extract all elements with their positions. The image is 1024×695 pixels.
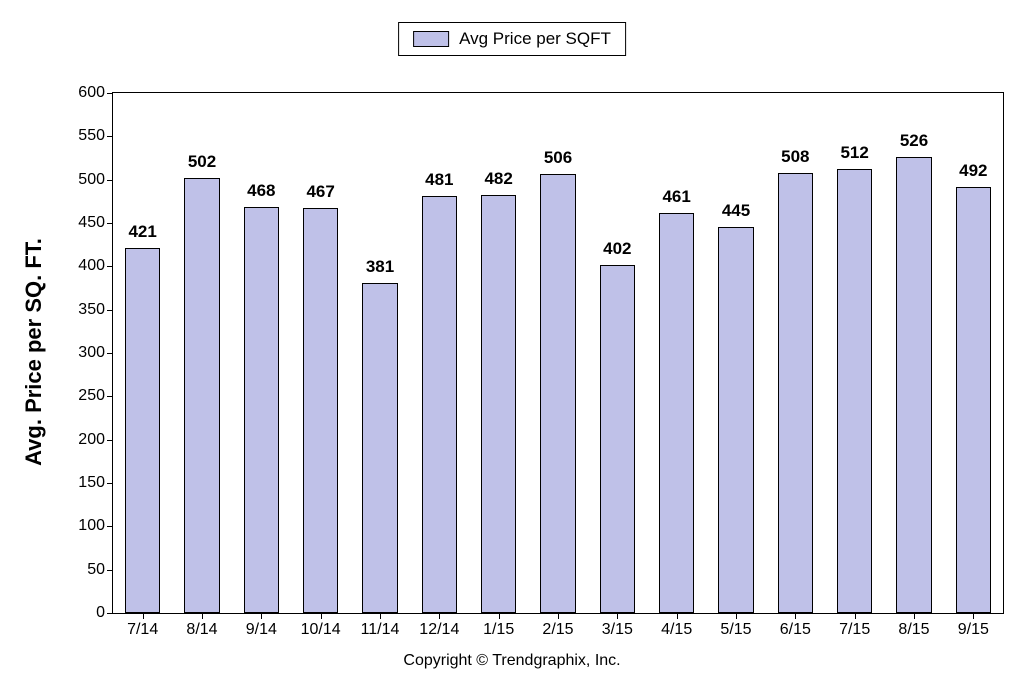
- x-tick-label: 7/14: [127, 621, 158, 639]
- legend: Avg Price per SQFT: [398, 22, 626, 56]
- plot-area: 0501001502002503003504004505005506004217…: [112, 92, 1004, 614]
- y-tick-label: 500: [78, 171, 105, 189]
- copyright-text: Copyright © Trendgraphix, Inc.: [403, 652, 620, 670]
- x-tick-label: 5/15: [720, 621, 751, 639]
- x-tick-label: 11/14: [361, 621, 400, 639]
- y-tick-label: 450: [78, 214, 105, 232]
- bar-value-label: 481: [425, 170, 453, 190]
- y-tick-mark: [107, 526, 113, 527]
- bar-value-label: 402: [603, 239, 631, 259]
- y-tick-label: 150: [78, 474, 105, 492]
- x-tick-mark: [855, 613, 856, 619]
- y-tick-mark: [107, 180, 113, 181]
- y-tick-mark: [107, 483, 113, 484]
- y-tick-mark: [107, 310, 113, 311]
- x-tick-mark: [261, 613, 262, 619]
- x-tick-label: 3/15: [602, 621, 633, 639]
- x-tick-mark: [439, 613, 440, 619]
- y-tick-label: 50: [87, 561, 105, 579]
- bar: [837, 169, 873, 613]
- x-tick-label: 4/15: [661, 621, 692, 639]
- x-tick-mark: [795, 613, 796, 619]
- y-tick-mark: [107, 353, 113, 354]
- x-tick-label: 6/15: [780, 621, 811, 639]
- bar-value-label: 468: [247, 181, 275, 201]
- bar-value-label: 506: [544, 148, 572, 168]
- bar-value-label: 492: [959, 161, 987, 181]
- bar: [778, 173, 814, 613]
- x-tick-mark: [736, 613, 737, 619]
- x-tick-label: 1/15: [483, 621, 514, 639]
- y-tick-mark: [107, 613, 113, 614]
- bar-value-label: 421: [128, 222, 156, 242]
- x-tick-mark: [558, 613, 559, 619]
- x-tick-mark: [143, 613, 144, 619]
- bar: [244, 207, 280, 613]
- y-tick-mark: [107, 223, 113, 224]
- bar: [422, 196, 458, 613]
- y-tick-label: 300: [78, 344, 105, 362]
- bar: [718, 227, 754, 613]
- bar: [184, 178, 220, 613]
- bar-value-label: 461: [662, 187, 690, 207]
- y-tick-label: 400: [78, 257, 105, 275]
- y-tick-label: 100: [78, 517, 105, 535]
- x-tick-label: 8/15: [898, 621, 929, 639]
- bar: [303, 208, 339, 613]
- x-tick-mark: [202, 613, 203, 619]
- y-tick-mark: [107, 266, 113, 267]
- y-tick-label: 0: [96, 604, 105, 622]
- y-tick-label: 250: [78, 387, 105, 405]
- bar-value-label: 482: [484, 169, 512, 189]
- bar: [659, 213, 695, 613]
- legend-label: Avg Price per SQFT: [459, 29, 611, 49]
- x-tick-mark: [973, 613, 974, 619]
- bar-value-label: 445: [722, 201, 750, 221]
- bar: [956, 187, 992, 613]
- bar: [125, 248, 161, 613]
- bar: [600, 265, 636, 613]
- bar-value-label: 381: [366, 257, 394, 277]
- x-tick-label: 8/14: [186, 621, 217, 639]
- x-tick-label: 9/15: [958, 621, 989, 639]
- x-tick-label: 7/15: [839, 621, 870, 639]
- y-tick-label: 550: [78, 127, 105, 145]
- bar: [481, 195, 517, 613]
- bar-value-label: 467: [306, 182, 334, 202]
- bar-value-label: 512: [840, 143, 868, 163]
- x-tick-label: 9/14: [246, 621, 277, 639]
- x-tick-mark: [617, 613, 618, 619]
- legend-swatch: [413, 31, 449, 47]
- bar: [896, 157, 932, 613]
- x-tick-mark: [321, 613, 322, 619]
- bar: [362, 283, 398, 613]
- bar-value-label: 526: [900, 131, 928, 151]
- y-tick-mark: [107, 93, 113, 94]
- x-tick-mark: [914, 613, 915, 619]
- y-tick-mark: [107, 570, 113, 571]
- y-tick-mark: [107, 136, 113, 137]
- y-tick-label: 350: [78, 301, 105, 319]
- y-axis-label: Avg. Price per SQ. FT.: [21, 238, 47, 466]
- x-tick-label: 2/15: [542, 621, 573, 639]
- bar-value-label: 502: [188, 152, 216, 172]
- chart-container: Avg Price per SQFT 050100150200250300350…: [0, 0, 1024, 695]
- x-tick-label: 10/14: [301, 621, 341, 639]
- y-tick-mark: [107, 440, 113, 441]
- y-tick-mark: [107, 396, 113, 397]
- x-tick-mark: [380, 613, 381, 619]
- x-tick-mark: [499, 613, 500, 619]
- y-tick-label: 600: [78, 84, 105, 102]
- x-tick-label: 12/14: [419, 621, 459, 639]
- x-tick-mark: [677, 613, 678, 619]
- y-tick-label: 200: [78, 431, 105, 449]
- bar-value-label: 508: [781, 147, 809, 167]
- bar: [540, 174, 576, 613]
